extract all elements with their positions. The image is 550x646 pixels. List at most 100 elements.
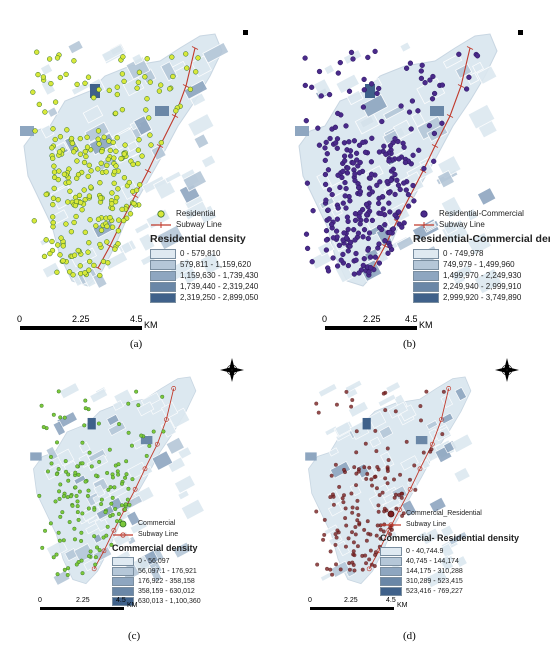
subway-station [171, 114, 179, 118]
data-point [49, 238, 55, 245]
rail-line-icon [112, 531, 134, 539]
data-point [392, 171, 398, 178]
subway-station [446, 386, 452, 391]
data-point [97, 195, 104, 201]
district-block [436, 169, 456, 189]
north-arrow-point [504, 358, 510, 370]
data-point [343, 506, 348, 511]
data-point [82, 423, 87, 428]
data-point [121, 217, 127, 224]
subway-station [131, 194, 139, 198]
data-point [99, 502, 104, 507]
data-point [105, 260, 111, 266]
legend-b: Residential-Commercial Subway Line Resid… [413, 208, 550, 303]
district-block [428, 496, 447, 514]
district-block [378, 425, 394, 439]
data-point [167, 86, 173, 92]
data-point [73, 213, 79, 220]
subway-station [431, 144, 439, 148]
data-point [310, 208, 316, 214]
data-point [356, 142, 363, 148]
subway-station [132, 486, 138, 492]
data-point [340, 496, 345, 501]
panel-label: (c) [128, 630, 141, 642]
data-point [408, 126, 414, 132]
data-point [330, 492, 335, 497]
data-point [82, 229, 88, 235]
data-point [40, 545, 45, 550]
data-point [124, 472, 129, 477]
data-point [322, 145, 328, 151]
density-hotspot [155, 106, 169, 116]
data-point [334, 216, 341, 222]
data-point [364, 561, 369, 566]
data-point [97, 459, 102, 464]
data-point [352, 553, 357, 558]
subway-station [429, 441, 435, 447]
data-point [135, 79, 142, 85]
data-point [376, 503, 381, 508]
data-point [322, 517, 327, 522]
data-point [328, 495, 333, 500]
data-point [126, 179, 132, 186]
density-hotspot [415, 436, 428, 445]
data-point [360, 553, 365, 558]
data-point [125, 497, 130, 502]
district-block [183, 79, 209, 100]
subway-station [154, 441, 160, 447]
data-point [424, 389, 429, 394]
subway-station [142, 466, 148, 472]
district-block [437, 155, 462, 179]
data-point [114, 135, 120, 141]
density-hotspot [140, 436, 153, 445]
data-point [419, 62, 425, 68]
data-point [98, 160, 104, 166]
data-point [376, 241, 382, 247]
data-point [114, 84, 120, 90]
class-label: 1,739,440 - 2,319,240 [180, 282, 259, 291]
data-point [381, 143, 387, 149]
data-point [334, 263, 341, 269]
data-point [123, 502, 128, 507]
district-block [45, 539, 68, 559]
data-point [115, 186, 121, 192]
data-point [392, 495, 397, 500]
data-point [92, 534, 97, 539]
data-point [75, 247, 81, 254]
data-point [463, 86, 470, 92]
data-point [322, 181, 329, 188]
data-point [401, 144, 407, 150]
data-point [135, 160, 141, 167]
data-point [352, 237, 358, 243]
rail-line-icon [413, 221, 435, 229]
data-point [362, 149, 369, 155]
density-hotspot [30, 452, 42, 461]
data-point [409, 98, 416, 104]
scale-tick: 0 [38, 597, 42, 604]
data-point [105, 524, 110, 529]
data-point [325, 566, 330, 571]
data-point [343, 516, 348, 521]
data-point [351, 549, 356, 554]
data-point [364, 476, 369, 481]
class-swatch [112, 556, 134, 566]
legend-class-row: 40,745 - 144,174 [380, 556, 519, 566]
data-point [41, 425, 46, 430]
data-point [79, 530, 84, 535]
district-block [453, 466, 471, 483]
district-block [180, 498, 205, 521]
data-point [334, 535, 339, 540]
data-point [380, 206, 386, 212]
class-swatch [150, 259, 176, 270]
data-point [71, 219, 77, 226]
data-point [91, 262, 97, 269]
data-point [390, 226, 397, 232]
data-point [401, 220, 407, 226]
data-point [119, 481, 124, 486]
district-block [387, 401, 408, 419]
data-point [87, 217, 93, 223]
class-swatch [150, 270, 176, 281]
data-point [57, 496, 62, 501]
east-arrow-point [232, 367, 244, 373]
data-point [124, 459, 129, 464]
